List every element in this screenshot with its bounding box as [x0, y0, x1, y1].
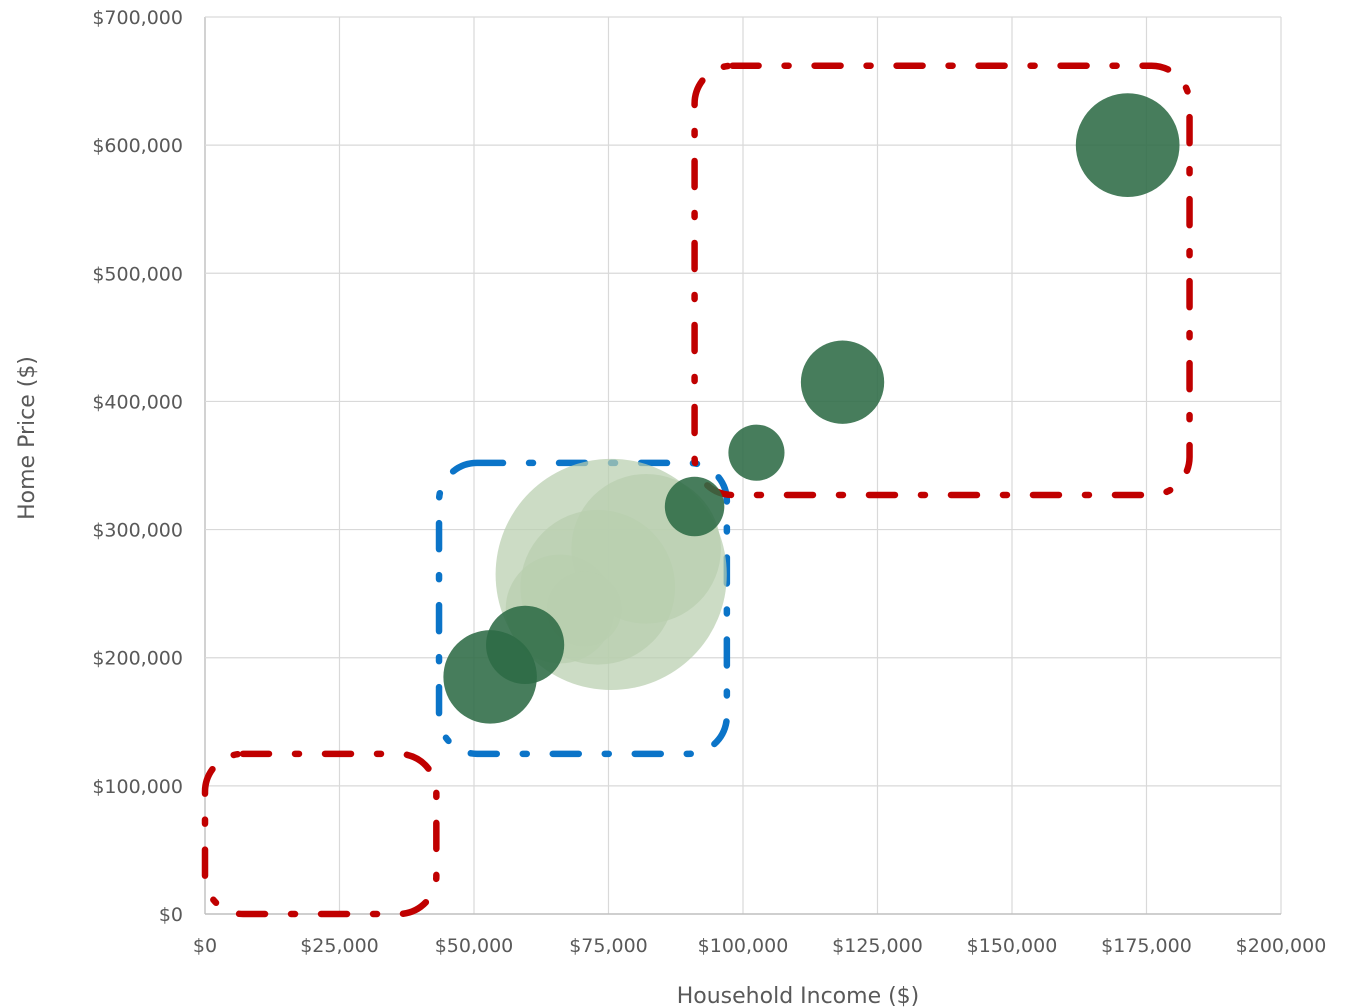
- dark-bubble: [800, 340, 885, 424]
- y-tick-label: $500,000: [92, 263, 183, 285]
- dark-bubble: [664, 476, 725, 537]
- x-tick-label: $175,000: [1101, 935, 1192, 957]
- dark-bubble: [728, 424, 785, 481]
- x-axis-ticks: $0 $25,000 $50,000 $75,000 $100,000 $125,000 $…: [193, 935, 1326, 957]
- y-tick-label: $600,000: [92, 135, 183, 157]
- x-tick-label: $0: [193, 935, 217, 957]
- x-axis-title: Household Income ($): [677, 984, 920, 1008]
- x-tick-label: $50,000: [435, 935, 514, 957]
- y-axis-title: Home Price ($): [15, 356, 40, 520]
- y-axis-ticks: $0 $100,000 $200,000 $300,000 $400,000 $500,0…: [92, 7, 183, 926]
- gridlines: [204, 16, 1282, 915]
- x-tick-label: $150,000: [967, 935, 1058, 957]
- light-bubble: [546, 571, 622, 647]
- y-tick-label: $200,000: [92, 648, 183, 670]
- y-tick-label: $0: [159, 904, 183, 926]
- red-highlight-region: [201, 750, 440, 918]
- dark-bubble: [486, 605, 565, 685]
- x-tick-label: $200,000: [1236, 935, 1327, 957]
- x-tick-label: $125,000: [832, 935, 923, 957]
- y-tick-label: $100,000: [92, 776, 183, 798]
- x-tick-label: $100,000: [698, 935, 789, 957]
- bubbles: [443, 93, 1180, 724]
- dark-bubble: [1075, 93, 1180, 197]
- y-tick-label: $400,000: [92, 391, 183, 413]
- x-tick-label: $25,000: [300, 935, 379, 957]
- red-highlight-region: [691, 62, 1193, 499]
- y-tick-label: $700,000: [92, 7, 183, 29]
- y-tick-label: $300,000: [92, 520, 183, 542]
- x-tick-label: $75,000: [569, 935, 648, 957]
